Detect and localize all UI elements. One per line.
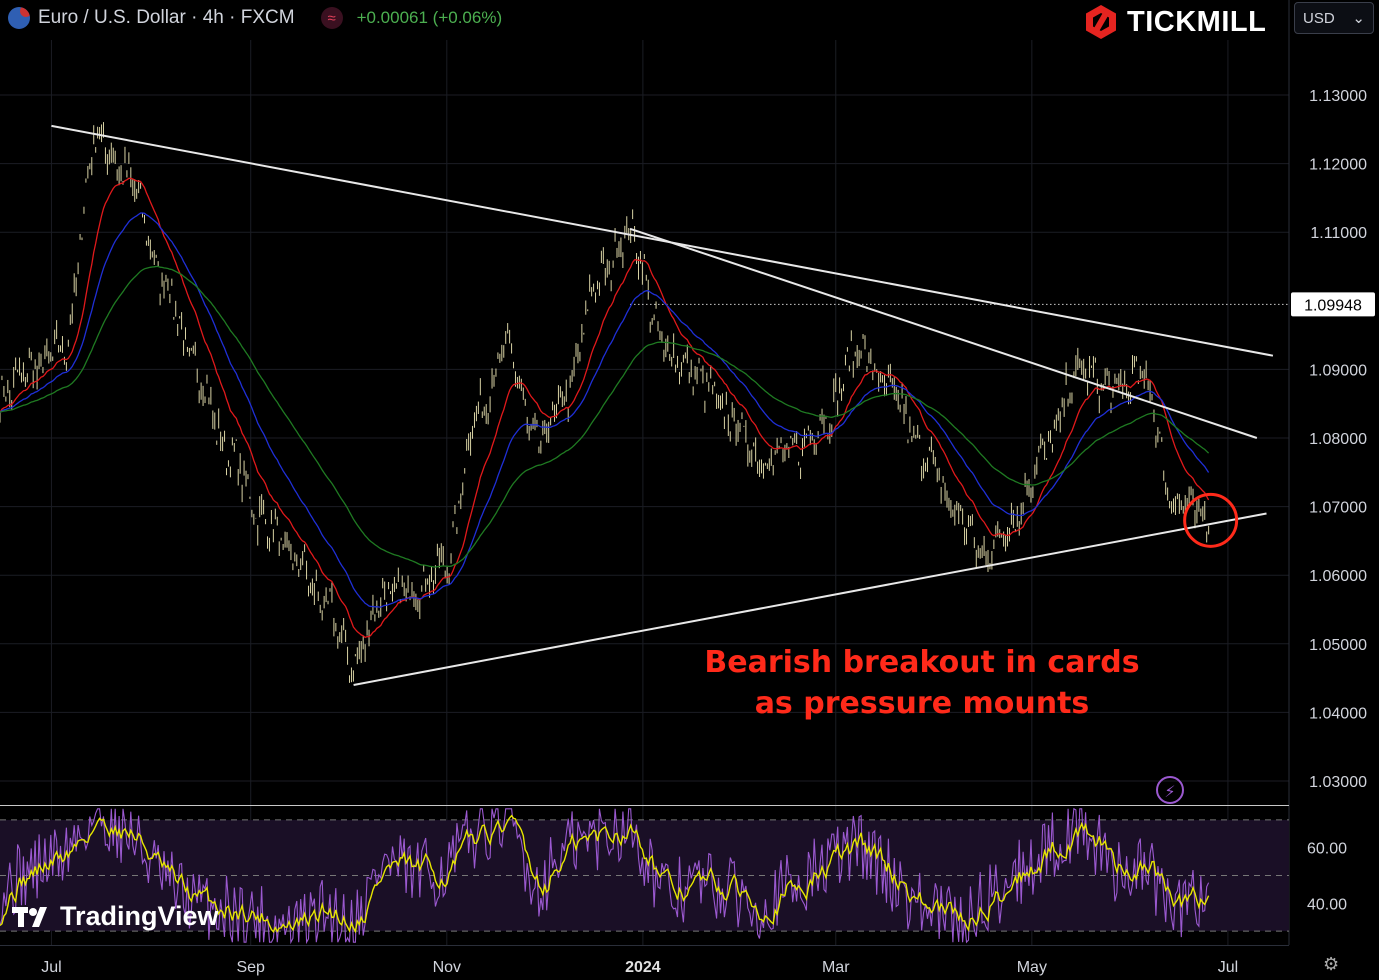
price-series (0, 122, 1210, 683)
time-axis: Jul Sep Nov 2024 Mar May Jul (41, 959, 1238, 976)
rsi-tick-label: 40.00 (1307, 896, 1347, 913)
tradingview-watermark: TradingView (12, 901, 219, 932)
time-tick-label: 2024 (625, 959, 661, 976)
lightning-icon (1156, 776, 1184, 804)
annotation-text: as pressure mounts (755, 686, 1090, 721)
ema-mid-line (0, 212, 1210, 608)
tradingview-logo-icon (12, 906, 47, 927)
price-tick-label: 1.12000 (1309, 157, 1367, 174)
settings-gear-icon[interactable]: ⚙ (1323, 954, 1340, 974)
tickmill-hexagon-logo-icon (1086, 5, 1116, 39)
time-tick-label: Jul (1218, 959, 1238, 976)
price-tick-label: 1.03000 (1309, 774, 1367, 791)
annotation-text: Bearish breakout in cards (704, 645, 1139, 680)
price-change: +0.00061 (+0.06%) (356, 8, 503, 27)
trendlines (51, 124, 1274, 686)
annotation: Bearish breakout in cards as pressure mou… (704, 645, 1184, 804)
trendline (629, 227, 1258, 439)
price-tick-label: 1.04000 (1309, 705, 1367, 722)
trendline (51, 124, 1274, 357)
chevron-down-icon: ⌄ (1352, 10, 1365, 27)
time-tick-label: Mar (822, 959, 850, 976)
last-price-marker: 1.09948 (630, 292, 1375, 317)
symbol-title[interactable]: Euro / U.S. Dollar · 4h · FXCM (38, 7, 295, 28)
time-tick-label: May (1017, 959, 1047, 976)
watermark-text: TradingView (60, 901, 219, 931)
time-tick-label: Jul (41, 959, 61, 976)
trendline (353, 512, 1267, 686)
chart-grid (0, 40, 1289, 945)
brand-logo: TICKMILL (1083, 4, 1266, 40)
chart-header: Euro / U.S. Dollar · 4h · FXCM ≈ +0.0006… (8, 6, 502, 30)
eur-usd-flag-icon (8, 7, 30, 29)
lightning-glyph: ⚡ (1164, 782, 1175, 801)
price-tick-label: 1.11000 (1310, 225, 1367, 242)
price-tick-label: 1.09000 (1309, 362, 1367, 379)
moving-averages (0, 177, 1210, 639)
ema-slow-line (0, 265, 1210, 568)
price-tick-label: 1.05000 (1309, 637, 1367, 654)
rsi-tick-label: 60.00 (1307, 841, 1347, 858)
price-tick-label: 1.13000 (1309, 88, 1367, 105)
last-price-badge (1291, 292, 1375, 317)
rsi-ma-line (0, 814, 1210, 934)
currency-value: USD (1303, 9, 1335, 27)
brand-name: TICKMILL (1127, 5, 1267, 38)
price-axis: 1.13000 1.12000 1.11000 1.09000 1.08000 1.070… (0, 0, 1367, 946)
price-tick-label: 1.06000 (1309, 568, 1367, 585)
highlight-circle (1183, 492, 1239, 548)
rsi-line (0, 807, 1210, 945)
last-price-label: 1.09948 (1304, 297, 1362, 314)
time-tick-label: Sep (236, 959, 265, 976)
indicator-icon[interactable]: ≈ (320, 7, 343, 29)
price-tick-label: 1.07000 (1309, 500, 1367, 517)
breakout-highlight-circle (1183, 492, 1239, 548)
time-tick-label: Nov (433, 959, 461, 976)
ema-fast-line (0, 177, 1210, 639)
currency-select[interactable]: USD ⌄ (1294, 2, 1374, 34)
rsi-panel: 60.00 40.00 (0, 807, 1347, 945)
price-tick-label: 1.08000 (1309, 431, 1367, 448)
